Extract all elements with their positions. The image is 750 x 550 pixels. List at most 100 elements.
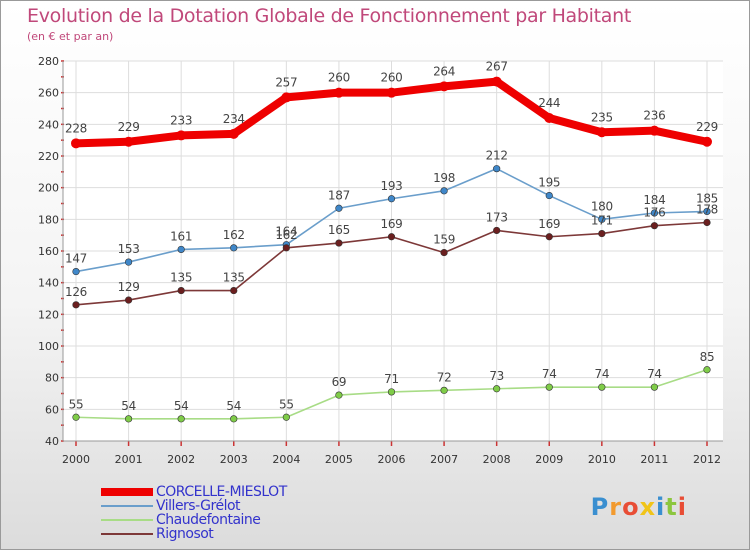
point-rignosot-2009 [545, 233, 553, 241]
data-label-corcelle-mieslot-2002: 233 [170, 113, 192, 127]
data-label-corcelle-mieslot-2000: 228 [65, 121, 87, 135]
point-villers-gr-lot-2001 [124, 258, 133, 266]
data-label-corcelle-mieslot-2006: 260 [380, 71, 402, 85]
y-tick-label-280: 280 [38, 55, 59, 68]
data-label-chaudefontaine-2007: 72 [437, 370, 452, 384]
x-tick-label-2010: 2010 [588, 453, 616, 466]
legend-swatch-villers-gr-lot [101, 505, 153, 507]
point-villers-gr-lot-2012 [703, 207, 711, 216]
point-rignosot-2004 [282, 244, 290, 252]
point-corcelle-mieslot-2005 [333, 87, 344, 98]
point-corcelle-mieslot-2006 [386, 87, 397, 98]
x-tick-label-2008: 2008 [483, 453, 511, 466]
x-tick-label-2000: 2000 [62, 453, 90, 466]
point-corcelle-mieslot-2008 [491, 76, 502, 87]
point-rignosot-2008 [493, 226, 501, 235]
point-villers-gr-lot-2010 [598, 215, 606, 223]
data-label-chaudefontaine-2006: 71 [384, 372, 399, 386]
point-chaudefontaine-2008 [493, 385, 501, 393]
x-tick-label-2012: 2012 [693, 453, 721, 466]
point-chaudefontaine-2002 [177, 415, 185, 423]
legend-label-villers-gr-lot: Villers-Grélot [156, 498, 241, 514]
point-rignosot-2000 [72, 301, 80, 309]
point-villers-gr-lot-2000 [72, 267, 80, 276]
data-label-villers-gr-lot-2011: 184 [643, 193, 665, 207]
data-label-corcelle-mieslot-2009: 244 [538, 96, 560, 110]
point-chaudefontaine-2010 [598, 383, 606, 391]
data-label-rignosot-2007: 159 [433, 233, 455, 247]
point-chaudefontaine-2005 [335, 391, 343, 399]
point-corcelle-mieslot-2009 [544, 113, 555, 123]
point-rignosot-2011 [650, 222, 659, 230]
data-label-corcelle-mieslot-2008: 267 [486, 60, 508, 74]
data-label-rignosot-2010: 171 [591, 214, 613, 228]
y-tick-label-220: 220 [38, 150, 59, 163]
point-villers-gr-lot-2009 [545, 191, 553, 200]
data-label-corcelle-mieslot-2003: 234 [223, 112, 245, 126]
data-label-rignosot-2002: 135 [170, 271, 192, 285]
point-rignosot-2003 [230, 286, 238, 295]
data-label-villers-gr-lot-2002: 161 [170, 229, 192, 243]
data-label-corcelle-mieslot-2005: 260 [328, 71, 350, 85]
data-label-villers-gr-lot-2007: 198 [433, 171, 455, 185]
data-label-villers-gr-lot-2009: 195 [538, 176, 560, 190]
point-chaudefontaine-2012 [703, 366, 711, 374]
data-label-chaudefontaine-2012: 85 [700, 350, 715, 364]
point-chaudefontaine-2000 [72, 413, 80, 421]
point-corcelle-mieslot-2011 [649, 125, 660, 136]
point-rignosot-2005 [335, 239, 343, 247]
point-chaudefontaine-2009 [545, 383, 553, 391]
x-tick-label-2003: 2003 [220, 453, 248, 466]
data-label-rignosot-2004: 162 [275, 228, 297, 242]
y-tick-label-260: 260 [38, 87, 59, 100]
data-label-rignosot-2008: 173 [486, 210, 508, 224]
point-villers-gr-lot-2011 [650, 209, 659, 217]
point-rignosot-2006 [387, 233, 396, 241]
data-label-chaudefontaine-2003: 54 [226, 399, 241, 413]
data-label-rignosot-2000: 126 [65, 285, 87, 299]
point-villers-gr-lot-2006 [387, 195, 396, 203]
x-tick-label-2009: 2009 [535, 453, 563, 466]
data-label-chaudefontaine-2000: 55 [69, 397, 84, 411]
point-chaudefontaine-2006 [387, 388, 396, 396]
point-rignosot-2002 [177, 286, 185, 295]
point-villers-gr-lot-2005 [335, 204, 343, 212]
y-tick-label-80: 80 [45, 372, 59, 385]
point-villers-gr-lot-2008 [493, 165, 501, 173]
data-label-rignosot-2005: 165 [328, 223, 350, 237]
proxiti-logo: Proxiti [590, 493, 687, 521]
legend-label-rignosot: Rignosot [156, 526, 214, 542]
legend-swatch-rignosot [101, 533, 153, 535]
point-corcelle-mieslot-2004 [281, 92, 292, 103]
point-chaudefontaine-2003 [230, 415, 238, 423]
y-tick-label-100: 100 [38, 340, 59, 353]
data-label-corcelle-mieslot-2007: 264 [433, 64, 455, 78]
legend-swatch-corcelle-mieslot [101, 488, 153, 496]
data-label-villers-gr-lot-2012: 185 [696, 191, 718, 205]
data-label-chaudefontaine-2004: 55 [279, 397, 294, 411]
data-label-villers-gr-lot-2000: 147 [65, 252, 87, 266]
point-corcelle-mieslot-2000 [71, 138, 81, 149]
data-label-chaudefontaine-2010: 74 [594, 367, 609, 381]
data-label-villers-gr-lot-2003: 162 [223, 228, 245, 242]
point-villers-gr-lot-2003 [230, 244, 238, 252]
data-label-chaudefontaine-2011: 74 [647, 367, 662, 381]
legend-swatch-chaudefontaine [101, 519, 153, 521]
point-rignosot-2012 [703, 218, 711, 227]
y-tick-label-180: 180 [38, 213, 59, 226]
y-tick-label-200: 200 [38, 182, 59, 195]
y-tick-label-240: 240 [38, 118, 59, 131]
data-label-rignosot-2001: 129 [118, 280, 140, 294]
data-label-chaudefontaine-2005: 69 [332, 375, 347, 389]
data-label-villers-gr-lot-2005: 187 [328, 188, 350, 202]
data-label-chaudefontaine-2008: 73 [489, 369, 504, 383]
legend-label-chaudefontaine: Chaudefontaine [156, 512, 261, 528]
data-label-corcelle-mieslot-2011: 236 [643, 109, 665, 123]
point-rignosot-2007 [440, 248, 448, 257]
point-corcelle-mieslot-2001 [123, 136, 134, 147]
point-villers-gr-lot-2002 [177, 245, 185, 254]
point-corcelle-mieslot-2012 [702, 136, 712, 147]
data-label-rignosot-2012: 178 [696, 203, 718, 217]
